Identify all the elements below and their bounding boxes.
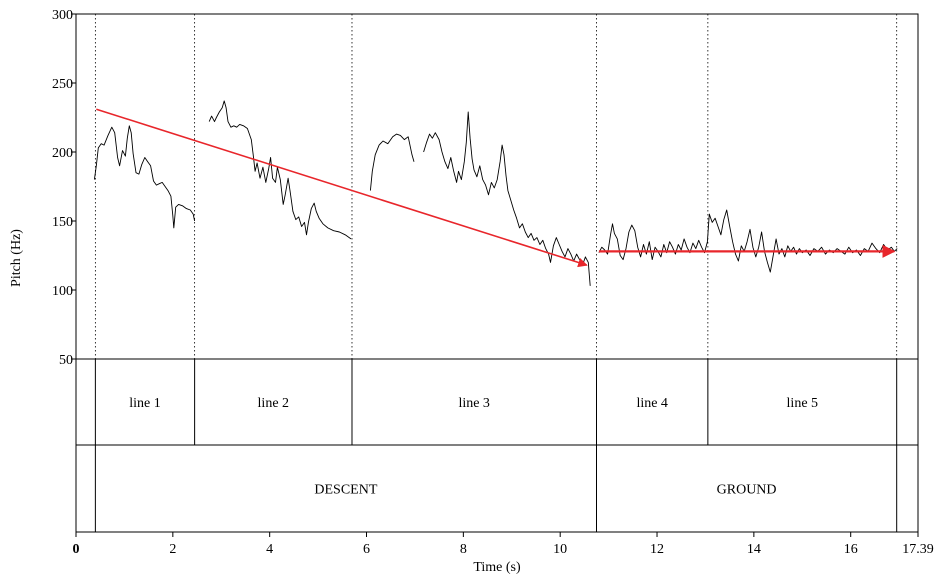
y-tick-label: 200 [52, 146, 73, 161]
tier2-label: GROUND [717, 483, 777, 498]
y-tick-label: 300 [52, 8, 73, 23]
pitch-segment-5 [598, 209, 898, 273]
y-axis-title: Pitch (Hz) [9, 229, 24, 287]
y-tick-label: 100 [52, 284, 73, 299]
tier1-label: line 5 [787, 396, 819, 411]
trend-arrow-1 [96, 108, 588, 268]
plot-frame [75, 13, 919, 533]
y-tick-label: 50 [59, 353, 73, 368]
tier1-label: line 3 [458, 396, 490, 411]
annotation-tiers [94, 359, 898, 532]
x-tick-label: 16 [844, 542, 858, 557]
x-tick-label: 8 [460, 542, 467, 557]
y-axis: 50 100 150 200 250 300 [52, 8, 76, 368]
x-tick-label: 2 [169, 542, 176, 557]
interval-gridlines [94, 14, 898, 359]
pitch-segment-4 [423, 111, 591, 286]
pitch-segment-3 [369, 133, 415, 191]
x-tick-label: 10 [553, 542, 567, 557]
y-tick-label: 150 [52, 215, 73, 230]
x-axis-title: Time (s) [473, 560, 521, 575]
x-tick-label: 6 [363, 542, 370, 557]
x-axis: 0 2 4 6 8 10 12 14 16 17.39 [73, 532, 934, 557]
pitch-segment-1 [93, 125, 196, 229]
x-tick-label: 0 [73, 542, 80, 557]
tier1-label: line 1 [129, 396, 161, 411]
tier2-label: DESCENT [314, 483, 377, 498]
trend-arrows [96, 108, 896, 268]
y-tick-label: 250 [52, 77, 73, 92]
pitch-contour [93, 100, 898, 286]
x-tick-label: 4 [266, 542, 273, 557]
x-tick-label: 12 [650, 542, 664, 557]
tier1-label: line 4 [636, 396, 668, 411]
x-tick-label: 17.39 [902, 542, 934, 557]
tier1-label: line 2 [258, 396, 290, 411]
tier-labels: line 1 line 2 line 3 line 4 line 5 DESCENT GRO… [129, 396, 818, 498]
x-tick-label: 14 [747, 542, 761, 557]
pitch-segment-2 [208, 100, 352, 240]
